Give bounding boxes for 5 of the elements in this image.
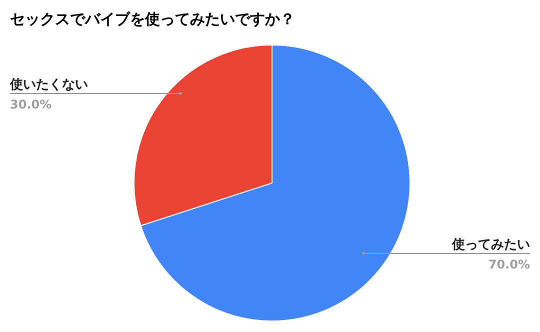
data-label: 70.0% <box>488 258 530 272</box>
chart-title: セックスでバイブを使ってみたいですか？ <box>10 10 295 28</box>
slice-label: 使ってみたい <box>451 238 530 253</box>
data-label: 30.0% <box>10 97 52 112</box>
slice-label: 使いたくない <box>9 77 88 92</box>
